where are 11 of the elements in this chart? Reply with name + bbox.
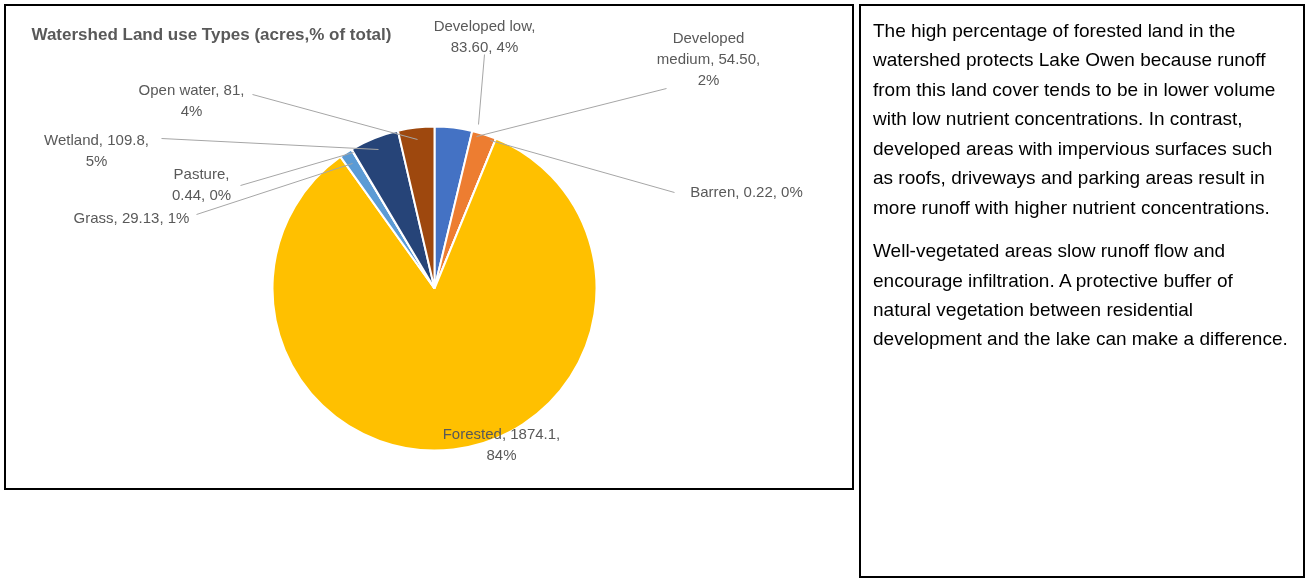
slice-label: Pasture, 0.44, 0%: [171, 164, 232, 203]
slice-label: Grass, 29.13, 1%: [73, 208, 190, 226]
slice-label: Developed low, 83.60, 4%: [433, 16, 536, 55]
text: The high percentage of forested land in the watershed protects Lake Owen because runoff from this land cover tends to be in lower volume with low nutrient concentrations. In contrast, developed areas with impervious surfaces such as roofs, driveways and parking areas result in more runoff with higher nutrient concentrations.: [873, 19, 1277, 220]
slice-label: Barren, 0.22, 0%: [690, 182, 803, 200]
chart-title: Watershed Land use Types (acres,% of total): [31, 24, 392, 44]
slice-label: Forested, 1874.1, 84%: [442, 424, 561, 463]
slice-label: Wetland, 109.8, 5%: [44, 130, 149, 169]
slice-label: Developed medium, 54.50, 2%: [656, 28, 761, 88]
slice-label: Open water, 81, 4%: [138, 80, 245, 119]
text: Well-vegetated areas slow runoff flow and encourage infiltration. A protective buffer of natural vegetation between residential development and the lake can make a difference.: [873, 239, 1289, 352]
